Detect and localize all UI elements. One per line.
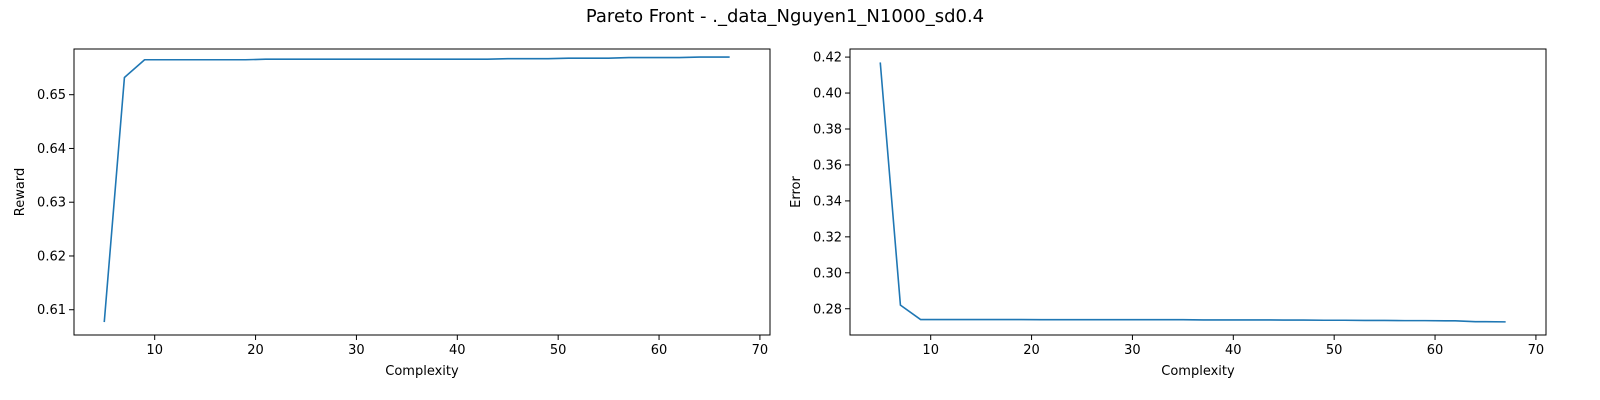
chart-1-x-tick-label: 70	[752, 343, 769, 358]
chart-2-y-tick-label: 0.28	[813, 302, 842, 317]
chart-2-y-tick-label: 0.36	[813, 158, 842, 173]
chart-1-x-tick-label: 50	[550, 343, 567, 358]
chart-1-series-line	[103, 56, 730, 323]
chart-1-x-tick-label: 40	[449, 343, 466, 358]
chart-1-y-tick-label: 0.63	[37, 196, 66, 211]
chart-2-x-tick-label: 70	[1528, 343, 1545, 358]
chart-2-x-tick-label: 50	[1326, 343, 1343, 358]
chart-2-y-tick-label: 0.38	[813, 122, 842, 137]
chart-1-y-tick-label: 0.64	[37, 142, 66, 157]
chart-2-axes-frame	[849, 48, 1547, 336]
chart-1-x-tick-label: 20	[247, 343, 264, 358]
chart-2-y-tick-label: 0.34	[813, 194, 842, 209]
chart-2-x-tick-label: 20	[1023, 343, 1040, 358]
chart-2-x-axis-label: Complexity	[1161, 364, 1235, 379]
chart-1-x-tick-label: 60	[651, 343, 668, 358]
chart-1-y-tick-label: 0.62	[37, 249, 66, 264]
chart-2-x-tick-label: 30	[1124, 343, 1141, 358]
chart-1-axes-frame	[73, 48, 771, 336]
chart-1-y-tick-label: 0.65	[37, 88, 66, 103]
plots: 10 20 30 40 50 60 70 0.61 0.62 0.63 0.64 0.65 Comple…	[13, 48, 1547, 379]
chart-2-y-tick-label: 0.30	[813, 266, 842, 281]
chart-2-y-axis-label: Error	[789, 176, 804, 208]
chart-1-x-tick-label: 10	[146, 343, 163, 358]
chart-1-y-tick-label: 0.61	[37, 303, 66, 318]
chart-2-y-tick-label: 0.40	[813, 87, 842, 102]
chart-2-panel: 10 20 30 40 50 60 70 0.28 0.30 0.32 0.34 0.36 0.38 0.…	[789, 48, 1547, 379]
chart-1-panel: 10 20 30 40 50 60 70 0.61 0.62 0.63 0.64 0.65 Comple…	[13, 48, 771, 379]
chart-2-y-tick-label: 0.32	[813, 230, 842, 245]
figure-suptitle: Pareto Front - ._data_Nguyen1_N1000_sd0.…	[586, 6, 984, 27]
chart-2-x-tick-label: 10	[922, 343, 939, 358]
chart-2-x-tick-label: 60	[1427, 343, 1444, 358]
chart-2-series-line	[879, 62, 1506, 323]
chart-2-y-tick-label: 0.42	[813, 51, 842, 66]
chart-1-x-axis-label: Complexity	[385, 364, 459, 379]
chart-1-x-tick-label: 30	[348, 343, 365, 358]
chart-1-y-axis-label: Reward	[13, 168, 28, 216]
chart-2-x-tick-label: 40	[1225, 343, 1242, 358]
